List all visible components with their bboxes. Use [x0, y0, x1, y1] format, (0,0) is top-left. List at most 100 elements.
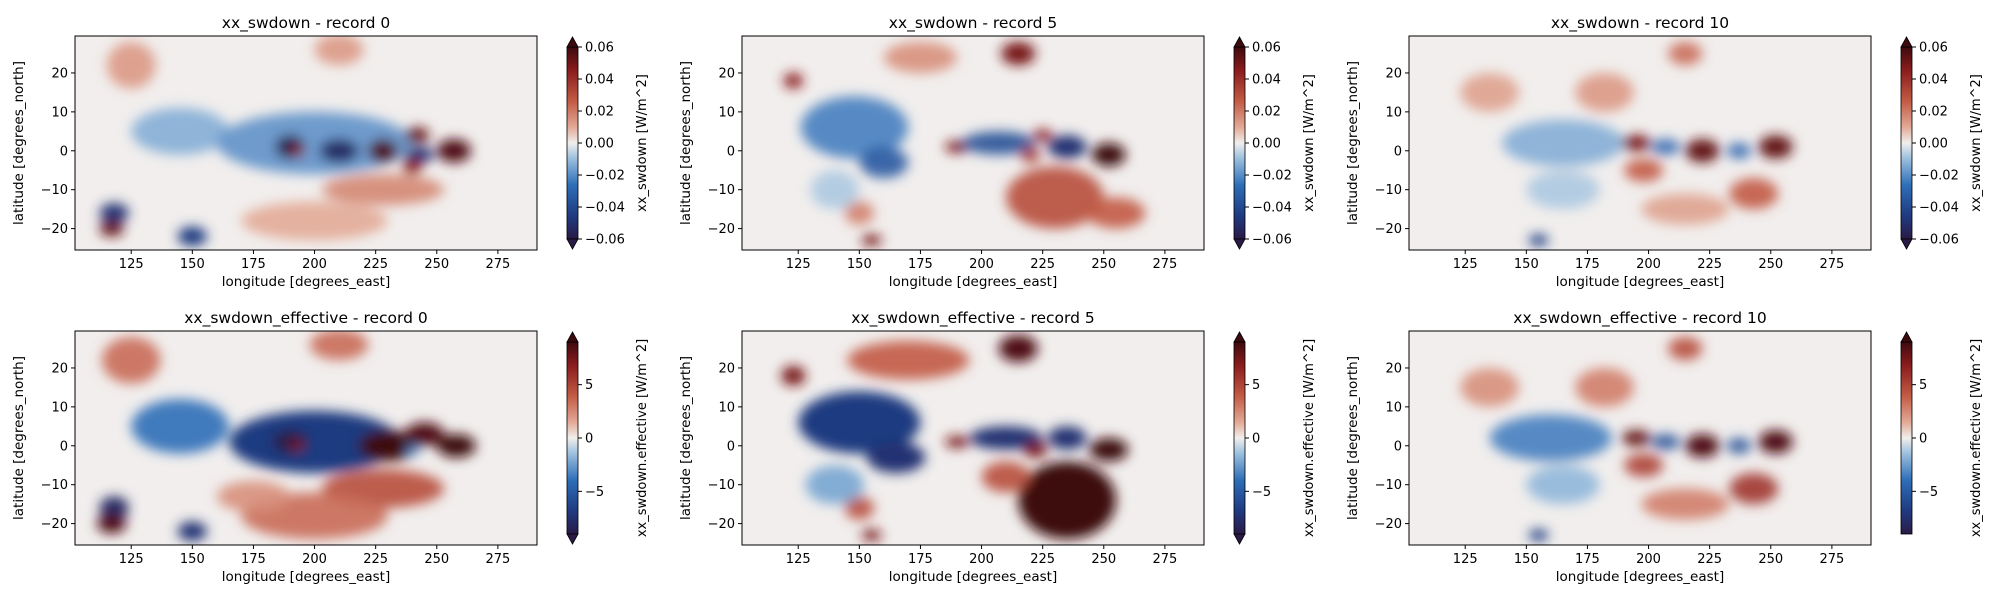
colorbar-tick-label: 5	[1252, 378, 1260, 393]
x-tick-label: 150	[1514, 552, 1539, 567]
heatmap-feature-12	[1006, 166, 1104, 229]
x-axis-label: longitude [degrees_east]	[1556, 569, 1724, 585]
colorbar-tick-label: −0.04	[1919, 201, 1959, 216]
x-axis-label: longitude [degrees_east]	[222, 569, 390, 585]
colorbar-extend-min	[1233, 533, 1246, 545]
x-tick-label: 225	[363, 552, 388, 567]
x-tick-label: 200	[969, 257, 994, 272]
chart-title: xx_swdown_effective - record 10	[1513, 309, 1766, 328]
axes-frame	[741, 330, 1205, 546]
heatmap-feature-14	[1526, 170, 1600, 210]
heatmap-feature-9	[1047, 135, 1087, 159]
heatmap-feature-11	[1018, 461, 1116, 540]
heatmap-feature-10	[1624, 453, 1664, 477]
heatmap-feature-4	[798, 391, 921, 454]
colorbar-extend-max	[1233, 331, 1246, 343]
heatmap-feature-2	[1575, 367, 1634, 407]
heatmap-feature-15	[436, 139, 471, 163]
heatmap-feature-5	[314, 36, 364, 66]
y-tick-label: −20	[1375, 222, 1402, 237]
x-tick-label: 250	[424, 257, 449, 272]
y-axis-label: latitude [degrees_north]	[678, 356, 694, 520]
colorbar-label: xx_swdown.effective [W/m^2]	[635, 339, 650, 537]
y-tick-label: 20	[718, 66, 735, 81]
y-axis-label: latitude [degrees_north]	[678, 61, 694, 225]
colorbar-tick-label: 0.02	[1919, 105, 1948, 120]
colorbar-tick-label: 0.06	[1252, 41, 1281, 56]
colorbar-tick-label: −0.02	[1252, 169, 1292, 184]
y-tick-label: −20	[708, 222, 735, 237]
heatmap-feature-1	[99, 496, 129, 520]
x-tick-label: 175	[241, 257, 266, 272]
subplot-4: xx_swdown_effective - record 0 125 150 175 2…	[11, 309, 650, 585]
heatmap-feature-12	[981, 461, 1031, 493]
y-tick-label: 20	[51, 66, 68, 81]
colorbar-extend-max	[566, 36, 579, 48]
heatmap-feature-10	[1091, 143, 1126, 167]
heatmap-feature-5	[1621, 430, 1652, 446]
y-tick-label: 20	[1385, 66, 1402, 81]
y-tick-label: −10	[708, 478, 735, 493]
heatmap-feature-6	[1651, 434, 1681, 450]
chart-title: xx_swdown_effective - record 5	[851, 309, 1095, 328]
x-tick-label: 275	[1819, 552, 1844, 567]
x-tick-label: 275	[1152, 257, 1177, 272]
x-tick-label: 175	[1575, 552, 1600, 567]
y-tick-label: −20	[708, 517, 735, 532]
y-axis-label: latitude [degrees_north]	[11, 356, 27, 520]
colorbar-tick-label: 0.00	[1252, 137, 1281, 152]
x-tick-label: 225	[363, 257, 388, 272]
y-tick-label: −10	[41, 183, 68, 198]
heatmap-feature-7	[962, 131, 1036, 155]
colorbar-tick-label: −0.02	[585, 169, 625, 184]
heatmap-feature-9	[1758, 430, 1793, 454]
chart-title: xx_swdown_effective - record 0	[184, 309, 428, 328]
heatmap-features	[1460, 336, 1793, 542]
heatmap-feature-12	[1641, 193, 1730, 225]
y-tick-label: 0	[60, 144, 68, 159]
heatmap-feature-5	[309, 331, 369, 361]
axes-frame	[741, 35, 1205, 251]
heatmap-feature-6	[131, 399, 229, 454]
heatmap-feature-1	[99, 203, 129, 223]
colorbar-tick-label: 0	[585, 432, 593, 447]
y-tick-label: 20	[51, 361, 68, 376]
heatmap-feature-6	[1651, 139, 1681, 155]
heatmap-feature-4	[1501, 119, 1625, 167]
colorbar-tick-label: 0.04	[1252, 73, 1281, 88]
heatmap-feature-15	[844, 201, 874, 225]
colorbar-tick-label: −0.04	[1252, 201, 1292, 216]
heatmap-feature-9	[1758, 135, 1793, 159]
heatmap-feature-3	[847, 340, 970, 380]
colorbar-tick-label: 0.04	[1919, 73, 1948, 88]
heatmap-feature-2	[998, 334, 1038, 363]
heatmap-feature-11	[1729, 473, 1779, 505]
colorbar: −5 0 5 xx_swdown.effective [W/m^2]	[566, 331, 650, 545]
colorbar-extend-min	[1900, 238, 1913, 250]
y-tick-label: −20	[41, 222, 68, 237]
colorbar-tick-label: −0.06	[585, 233, 625, 248]
heatmap-feature-14	[402, 158, 423, 175]
heatmap-field	[1409, 331, 1871, 545]
heatmap-feature-9	[1047, 426, 1087, 450]
heatmap-feature-8	[1726, 438, 1752, 454]
heatmap-field	[742, 331, 1204, 545]
colorbar-tick-label: −5	[585, 485, 604, 500]
y-axis-label: latitude [degrees_north]	[11, 61, 27, 225]
colorbar-tick-label: 0.00	[585, 137, 614, 152]
heatmap-features	[781, 334, 1129, 542]
colorbar-tick-label: 0	[1919, 432, 1927, 447]
colorbar-gradient	[1233, 46, 1246, 240]
colorbar-gradient	[1900, 341, 1913, 535]
heatmap-feature-11	[368, 139, 398, 163]
chart-title: xx_swdown - record 5	[889, 14, 1057, 33]
x-tick-label: 275	[485, 257, 510, 272]
heatmap-features	[99, 36, 471, 247]
y-tick-label: 10	[718, 105, 735, 120]
heatmap-feature-9	[290, 144, 305, 157]
x-tick-label: 275	[485, 552, 510, 567]
y-tick-label: −10	[41, 478, 68, 493]
heatmap-feature-5	[859, 146, 909, 179]
